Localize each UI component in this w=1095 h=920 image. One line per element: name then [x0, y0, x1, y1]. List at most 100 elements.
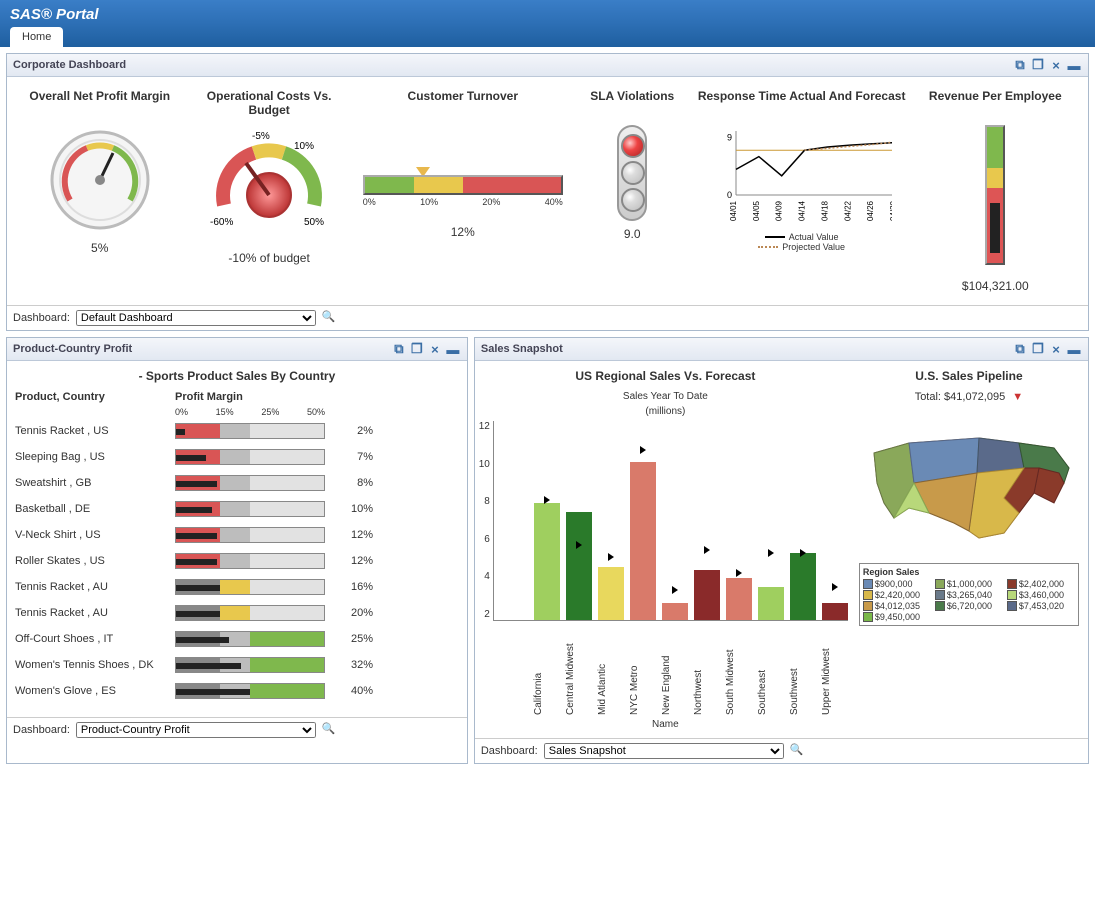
dashboard-selector[interactable]: Sales Snapshot [544, 743, 784, 759]
product-section-title: - Sports Product Sales By Country [15, 369, 459, 383]
panel-minimize-icon[interactable]: ▬ [445, 341, 461, 357]
bullet-row: Tennis Racket , AU16% [15, 579, 459, 595]
bar [566, 541, 592, 620]
panel-title-sales: Sales Snapshot [481, 343, 563, 355]
panel-minimize-icon[interactable]: ▬ [1066, 57, 1082, 73]
bar [790, 549, 816, 620]
bullet-row: Basketball , DE 10% [15, 501, 459, 517]
bullet-chart [175, 553, 325, 569]
svg-text:-60%: -60% [210, 217, 233, 228]
bullet-row: Tennis Racket , US2% [15, 423, 459, 439]
forecast-marker [704, 546, 710, 554]
dashboard-selector[interactable]: Default Dashboard [76, 310, 316, 326]
kpi-title: Response Time Actual And Forecast [697, 89, 907, 119]
bar [694, 546, 720, 620]
reload-icon[interactable]: 🔍 [322, 722, 338, 738]
panel-close-icon[interactable]: × [1048, 57, 1064, 73]
bullet-value: 40% [333, 685, 373, 697]
kpi-profit-margin: Overall Net Profit Margin 5% [15, 85, 184, 259]
bar-label: New England [661, 625, 687, 715]
kpi-title: Customer Turnover [358, 89, 568, 119]
panel-product-profit: Product-Country Profit ⧉ ❐ × ▬ - Sports … [6, 337, 468, 764]
col-header-margin: Profit Margin [175, 391, 325, 403]
panel-expand-icon[interactable]: ⧉ [1012, 341, 1028, 357]
kpi-value: 12% [358, 225, 568, 239]
svg-text:04/09: 04/09 [774, 200, 783, 221]
bullet-row: Sweatshirt , GB8% [15, 475, 459, 491]
dashboard-selector-label: Dashboard: [481, 745, 538, 757]
bullet-row: Women's Tennis Shoes , DK32% [15, 657, 459, 673]
bar [758, 549, 784, 620]
kpi-op-costs: Operational Costs Vs. Budget -5% 10% -60… [184, 85, 353, 269]
bullet-chart [175, 579, 325, 595]
dashboard-selector[interactable]: Product-Country Profit [76, 722, 316, 738]
bullet-row: Sleeping Bag , US7% [15, 449, 459, 465]
bar [598, 553, 624, 620]
svg-text:04/01: 04/01 [729, 200, 738, 221]
svg-text:04/26: 04/26 [866, 200, 875, 221]
kpi-title: Operational Costs Vs. Budget [188, 89, 349, 119]
panel-title-corporate: Corporate Dashboard [13, 59, 126, 71]
panel-close-icon[interactable]: × [1048, 341, 1064, 357]
response-legend: Actual Value Projected Value [697, 232, 907, 252]
trend-down-icon: ▼ [1012, 391, 1023, 403]
forecast-marker [640, 446, 646, 454]
pipeline-title: U.S. Sales Pipeline [858, 369, 1080, 383]
panel-close-icon[interactable]: × [427, 341, 443, 357]
svg-text:04/22: 04/22 [843, 200, 852, 221]
regional-bar-chart: 24681012 [493, 421, 848, 621]
tab-row: Home [10, 27, 1085, 47]
panel-popout-icon[interactable]: ❐ [409, 341, 425, 357]
svg-text:10%: 10% [294, 141, 314, 152]
legend-item: $7,453,020 [1007, 601, 1075, 611]
panel-expand-icon[interactable]: ⧉ [391, 341, 407, 357]
bar [726, 569, 752, 620]
bar [822, 583, 848, 620]
gauge-op-costs: -5% 10% -60% 50% [204, 125, 334, 245]
panel-popout-icon[interactable]: ❐ [1030, 57, 1046, 73]
svg-text:04/05: 04/05 [751, 200, 760, 221]
bar-label: California [533, 625, 559, 715]
panel-minimize-icon[interactable]: ▬ [1066, 341, 1082, 357]
kpi-sla: SLA Violations 9.0 [572, 85, 693, 245]
bar-label: Southwest [789, 625, 815, 715]
regional-ylabel: Sales Year To Date [483, 391, 848, 402]
regional-xaxis: Name [483, 719, 848, 730]
bullet-label: Sleeping Bag , US [15, 451, 175, 463]
bullet-chart [175, 501, 325, 517]
regional-yunits: (millions) [483, 406, 848, 417]
bullet-row: Women's Glove , ES40% [15, 683, 459, 699]
forecast-marker [672, 586, 678, 594]
traffic-light-green [621, 188, 645, 212]
forecast-marker [800, 549, 806, 557]
forecast-marker [608, 553, 614, 561]
portal-title: SAS® Portal [10, 6, 1085, 23]
reload-icon[interactable]: 🔍 [790, 743, 806, 759]
bullet-row: Tennis Racket , AU20% [15, 605, 459, 621]
panel-popout-icon[interactable]: ❐ [1030, 341, 1046, 357]
panel-sales-snapshot: Sales Snapshot ⧉ ❐ × ▬ US Regional Sales… [474, 337, 1089, 764]
bullet-label: Basketball , DE [15, 503, 175, 515]
kpi-value: -10% of budget [188, 251, 349, 265]
panel-expand-icon[interactable]: ⧉ [1012, 57, 1028, 73]
svg-text:04/30: 04/30 [889, 200, 892, 221]
tab-home[interactable]: Home [10, 27, 63, 47]
forecast-marker [736, 569, 742, 577]
bullet-label: Tennis Racket , US [15, 425, 175, 437]
kpi-value: 5% [19, 241, 180, 255]
bar [662, 586, 688, 620]
bullet-value: 10% [333, 503, 373, 515]
kpi-value: 9.0 [576, 227, 689, 241]
panel-title-product-profit: Product-Country Profit [13, 343, 132, 355]
bullet-value: 16% [333, 581, 373, 593]
traffic-light [617, 125, 647, 221]
svg-text:50%: 50% [304, 217, 324, 228]
svg-text:0: 0 [727, 190, 732, 200]
reload-icon[interactable]: 🔍 [322, 310, 338, 326]
app-header: SAS® Portal Home [0, 0, 1095, 47]
bar-label: Southeast [757, 625, 783, 715]
traffic-light-red [621, 134, 645, 158]
bar [630, 446, 656, 620]
bullet-value: 12% [333, 529, 373, 541]
bullet-value: 25% [333, 633, 373, 645]
